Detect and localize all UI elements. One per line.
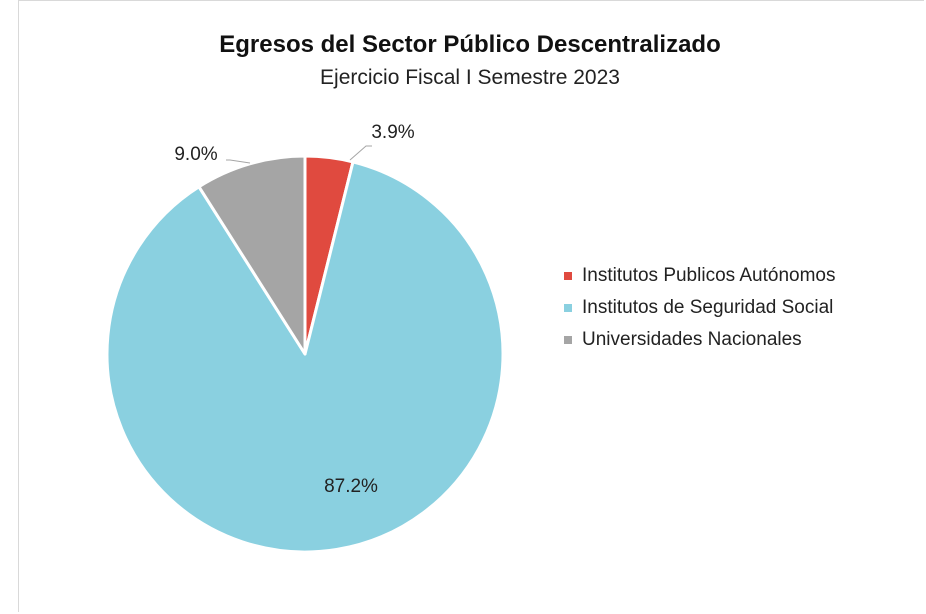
legend-swatch [564, 336, 572, 344]
legend-swatch [564, 304, 572, 312]
legend: Institutos Publicos Autónomos Institutos … [564, 264, 854, 360]
data-label: 9.0% [174, 144, 217, 165]
pie-slice [105, 160, 505, 554]
legend-item: Universidades Nacionales [564, 328, 854, 351]
legend-label: Institutos de Seguridad Social [582, 297, 834, 318]
legend-item: Institutos de Seguridad Social [564, 296, 854, 319]
leader-line [226, 159, 251, 164]
pie-slice [197, 154, 307, 356]
chart-subtitle: Ejercicio Fiscal I Semestre 2023 [320, 66, 620, 89]
legend-label: Institutos Publicos Autónomos [582, 265, 836, 286]
chart-frame [18, 0, 924, 612]
data-label: 3.9% [371, 122, 414, 143]
leader-line [349, 145, 372, 161]
data-labels: 3.9% 87.2% 9.0% [174, 122, 414, 497]
legend-label: Universidades Nacionales [582, 329, 802, 350]
legend-item: Institutos Publicos Autónomos [564, 264, 854, 287]
data-label: 87.2% [324, 476, 378, 497]
legend-swatch [564, 272, 572, 280]
pie [105, 154, 505, 554]
chart-title: Egresos del Sector Público Descentraliza… [219, 31, 721, 58]
